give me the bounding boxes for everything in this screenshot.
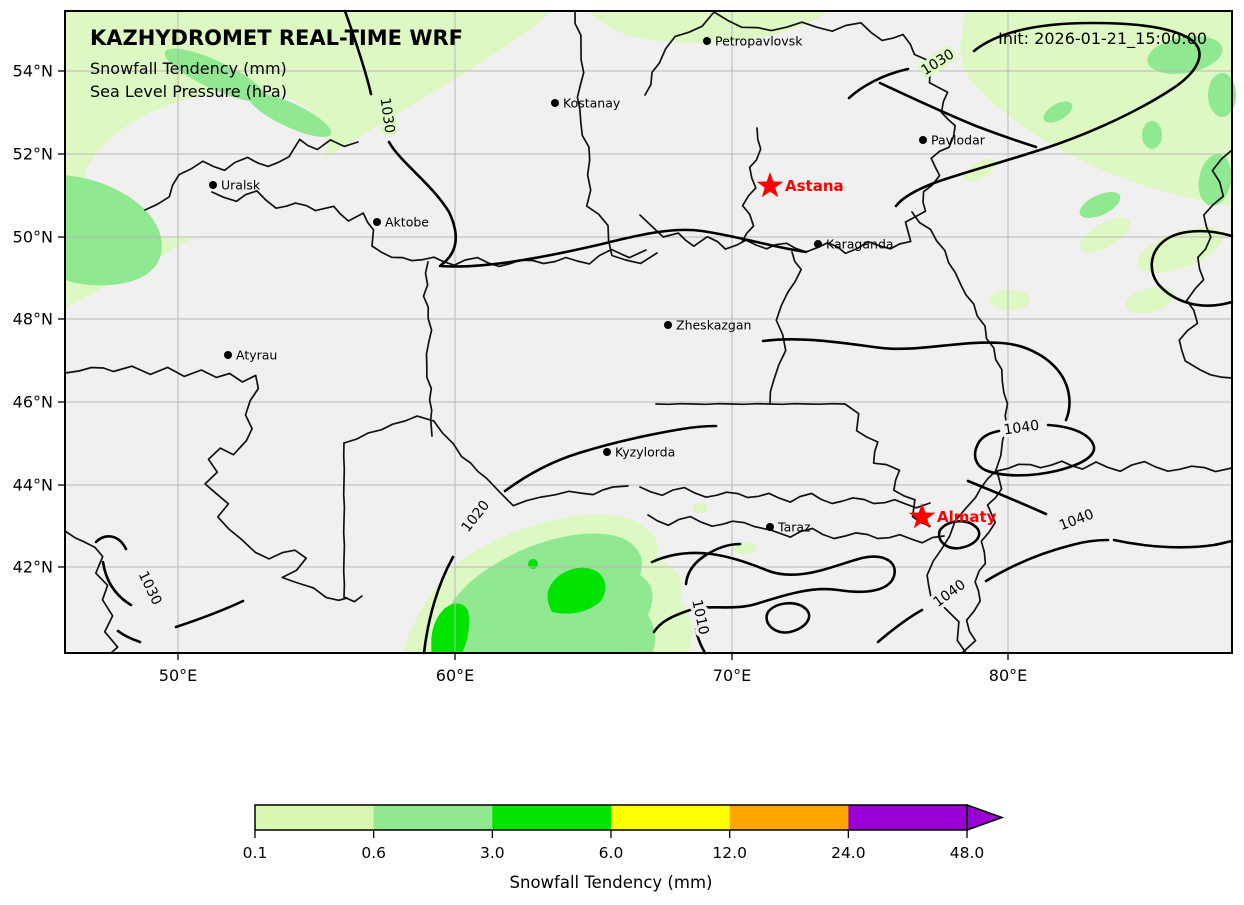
admin-border-line: [647, 514, 945, 544]
admin-border-line: [211, 190, 375, 247]
map-frame: [64, 10, 1233, 654]
init-timestamp: Init: 2026-01-21_15:00:00: [998, 29, 1207, 49]
admin-border-line: [1178, 149, 1233, 379]
colorbar-segment: [373, 805, 493, 830]
admin-border-line: [64, 365, 348, 602]
snowfall-shading-heavy: [431, 559, 606, 653]
city-label: Atyrau: [236, 348, 277, 363]
city-label: Kostanay: [563, 96, 621, 111]
colorbar-segment: [611, 805, 731, 830]
admin-border-line: [371, 245, 647, 268]
y-tick-label: 44°N: [13, 476, 53, 495]
y-tick-label: 50°N: [13, 228, 53, 247]
admin-border-line: [342, 442, 346, 598]
admin-border-line: [996, 460, 1097, 472]
map-subtitle-pressure: Sea Level Pressure (hPa): [90, 82, 287, 101]
admin-border-line: [639, 486, 931, 509]
admin-border-line: [639, 11, 957, 255]
colorbar-tick-label: 24.0: [831, 844, 866, 862]
capital-label: Astana: [785, 177, 844, 195]
city-dot: [703, 37, 711, 45]
map-subtitle-variable: Snowfall Tendency (mm): [90, 59, 287, 78]
city-dot: [603, 448, 611, 456]
city-dot: [814, 240, 822, 248]
city-dot: [664, 321, 672, 329]
admin-borders: [64, 10, 1233, 654]
city-label: Kyzylorda: [615, 445, 675, 460]
colorbar-segment: [255, 805, 375, 830]
colorbar-tick-label: 0.1: [243, 844, 268, 862]
admin-border-line: [787, 251, 803, 293]
x-tick-label: 80°E: [989, 666, 1027, 685]
admin-border-line: [769, 291, 789, 405]
admin-border-line: [741, 127, 762, 243]
x-tick-label: 50°E: [159, 666, 197, 685]
admin-border-line: [655, 402, 846, 406]
city-label: Zheskazgan: [676, 318, 751, 333]
colorbar-extend-arrow: [966, 803, 1005, 832]
admin-border-line: [64, 530, 119, 654]
gridlines: [65, 11, 1232, 653]
admin-border-line: [961, 470, 1003, 654]
city-dot: [373, 218, 381, 226]
colorbar-tick-label: 12.0: [712, 844, 747, 862]
shading-hole: [82, 91, 328, 239]
capital-star-icon: [756, 172, 784, 198]
colorbar-tick-label: 0.6: [361, 844, 386, 862]
pressure-contours: [94, 9, 1234, 655]
city-label: Petropavlovsk: [715, 34, 803, 49]
colorbar-segment: [492, 805, 612, 830]
city-label: Taraz: [777, 520, 811, 535]
y-tick-label: 52°N: [13, 145, 53, 164]
colorbar-tick-label: 48.0: [950, 844, 985, 862]
y-tick-label: 54°N: [13, 62, 53, 81]
city-dot: [551, 99, 559, 107]
city-label: Pavlodar: [931, 133, 986, 148]
city-dot: [919, 136, 927, 144]
city-dot: [766, 523, 774, 531]
y-tick-label: 46°N: [13, 393, 53, 412]
axis-ticks: 50°E 60°E 70°E 80°E 54°N 52°N 50°N 48°N 46°N 44°N…: [13, 62, 1028, 686]
colorbar-title: Snowfall Tendency (mm): [510, 873, 713, 892]
admin-border-line: [911, 211, 1009, 654]
admin-border-line: [144, 138, 359, 211]
city-markers: Petropavlovsk Kostanay Pavlodar Uralsk Aktob…: [209, 34, 997, 535]
snowfall-shading-moderate: [65, 36, 1236, 653]
admin-border-line: [422, 261, 433, 437]
colorbar-segment: [729, 805, 849, 830]
capital-label: Almaty: [937, 508, 997, 526]
city-label: Aktobe: [385, 215, 429, 230]
y-tick-label: 48°N: [13, 310, 53, 329]
city-dot: [224, 351, 232, 359]
colorbar-segment: [848, 805, 968, 830]
city-label: Karaganda: [826, 237, 894, 252]
colorbar-tick-label: 6.0: [599, 844, 624, 862]
map-title: KAZHYDROMET REAL-TIME WRF: [90, 26, 463, 50]
capital-star-icon: [908, 503, 936, 529]
admin-border-line: [574, 10, 658, 265]
admin-border-line: [644, 11, 715, 96]
y-tick-label: 42°N: [13, 558, 53, 577]
admin-border-line: [844, 403, 931, 527]
city-label: Uralsk: [221, 178, 261, 193]
x-tick-label: 70°E: [713, 666, 751, 685]
admin-border-line: [1095, 460, 1233, 473]
colorbar-tick-label: 3.0: [480, 844, 505, 862]
x-tick-label: 60°E: [436, 666, 474, 685]
admin-border-line: [343, 415, 629, 507]
city-dot: [209, 181, 217, 189]
colorbar: 0.1 0.6 3.0 6.0 12.0 24.0 48.0: [243, 803, 1005, 862]
